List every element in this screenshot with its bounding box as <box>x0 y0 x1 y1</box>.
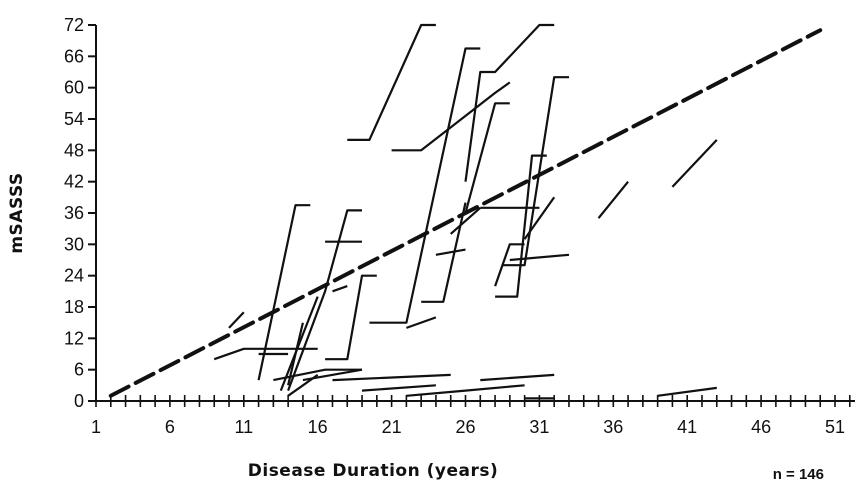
x-tick-label: 46 <box>751 417 771 437</box>
y-tick-label: 0 <box>74 391 84 411</box>
patient-series-line <box>332 373 451 382</box>
y-tick-label: 42 <box>64 172 84 192</box>
patient-series-line <box>287 374 319 397</box>
patient-series-line <box>480 373 555 382</box>
trend-line <box>108 28 823 398</box>
patient-series-line <box>347 23 436 141</box>
patient-series-line <box>257 204 311 381</box>
y-tick-label: 36 <box>64 203 84 223</box>
x-tick-label: 16 <box>308 417 328 437</box>
patient-series-line <box>494 243 525 287</box>
patient-series-line <box>421 202 467 303</box>
patient-series-line <box>332 285 348 293</box>
series-layer <box>213 23 718 400</box>
x-tick-label: 1 <box>91 417 101 437</box>
x-tick-label: 11 <box>234 417 253 437</box>
patient-series-line <box>495 154 547 298</box>
patient-series-line <box>657 386 717 397</box>
x-tick-label: 6 <box>165 417 175 437</box>
x-tick-label: 26 <box>455 417 475 437</box>
patient-series-line <box>671 139 718 188</box>
y-axis-title: mSASSS <box>7 172 27 253</box>
y-tick-label: 12 <box>64 328 84 348</box>
sample-size-note: n = 146 <box>773 466 824 483</box>
x-tick-label: 41 <box>677 417 697 437</box>
patient-series-line <box>465 384 525 392</box>
y-tick-label: 60 <box>64 78 84 98</box>
patient-series-line <box>406 316 437 329</box>
patient-series-line <box>287 322 304 386</box>
patient-series-line <box>523 196 556 240</box>
x-tick-label: 31 <box>529 417 549 437</box>
y-tick-label: 66 <box>64 46 84 66</box>
x-axis-title: Disease Duration (years) <box>248 461 498 481</box>
patient-series-line <box>449 206 482 235</box>
y-tick-label: 30 <box>64 234 84 254</box>
patient-series-line <box>509 253 570 262</box>
patient-series-line <box>464 102 510 214</box>
patient-series-line <box>597 181 629 219</box>
y-tick-label: 54 <box>64 109 84 129</box>
patient-series-line <box>464 23 555 182</box>
y-tick-label: 18 <box>64 297 84 317</box>
patient-series-line <box>213 347 318 361</box>
patient-series-line <box>279 296 319 392</box>
patient-series-line <box>391 81 511 152</box>
y-tick-label: 72 <box>64 15 84 35</box>
x-axis-ticks: 1 6 11 16 21 26 31 36 41 46 51 <box>91 395 851 437</box>
patient-series-line <box>435 248 466 256</box>
patient-series-line <box>361 384 436 392</box>
patient-series-line <box>228 311 245 329</box>
patient-series-line <box>406 389 466 397</box>
y-axis-ticks: 0 6 12 18 24 30 36 42 48 54 60 66 72 <box>64 15 96 411</box>
patient-series-line <box>273 368 362 382</box>
patient-series-line <box>369 47 481 324</box>
y-tick-label: 48 <box>64 140 84 160</box>
x-tick-label: 51 <box>825 417 845 437</box>
patient-series-line <box>325 274 377 361</box>
patient-series-line <box>502 76 569 267</box>
y-tick-label: 6 <box>74 360 84 380</box>
y-tick-label: 24 <box>64 266 84 286</box>
patient-series-line <box>287 209 362 391</box>
x-tick-label: 21 <box>382 417 402 437</box>
x-tick-label: 36 <box>603 417 623 437</box>
